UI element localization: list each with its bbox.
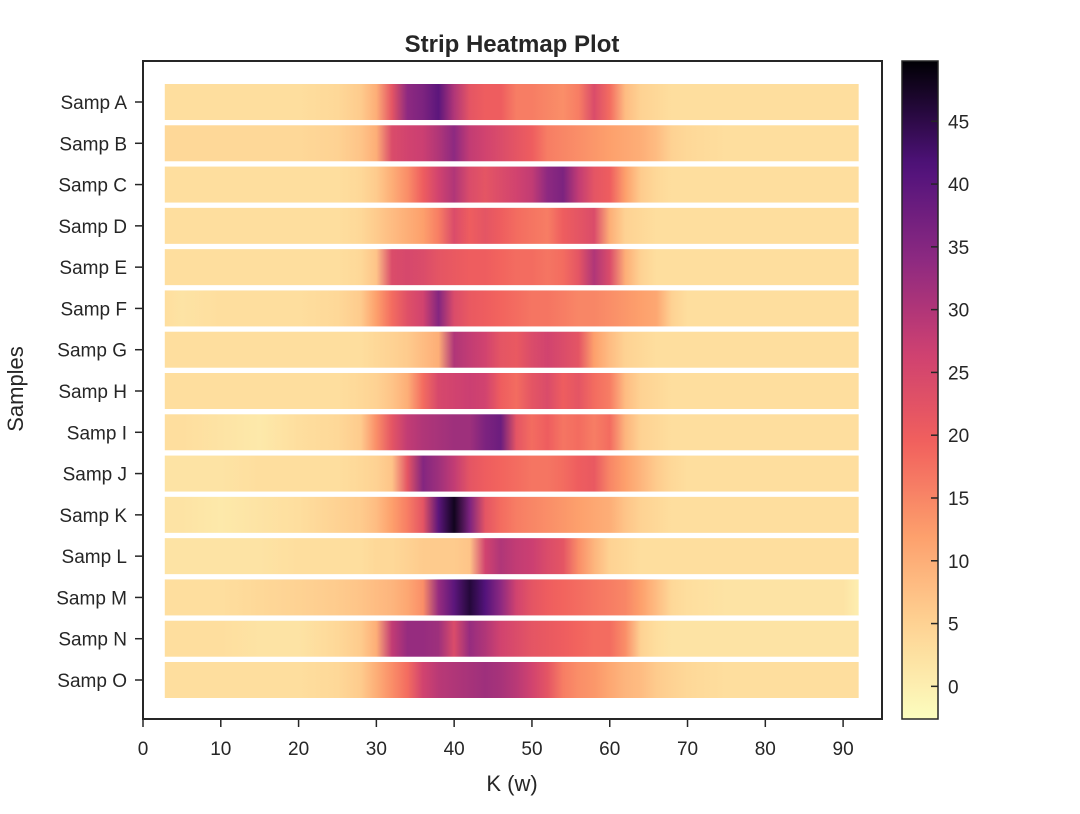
heatmap-strip-samp-i xyxy=(164,414,859,451)
heatmap-strip-samp-e xyxy=(164,249,859,286)
x-tick-label: 0 xyxy=(138,739,149,760)
colorbar: 0 5 10 15 20 25 30 35 40 45 xyxy=(901,60,969,720)
y-tick-label: Samp C xyxy=(58,176,127,197)
heatmap-strips xyxy=(164,84,859,698)
x-axis: 0 10 20 30 40 50 60 70 80 90 xyxy=(138,719,854,760)
colorbar-tick-label: 5 xyxy=(948,615,959,636)
y-tick-label: Samp O xyxy=(57,671,127,692)
heatmap-strip-samp-f xyxy=(164,290,859,327)
colorbar-tick-label: 30 xyxy=(948,301,969,322)
plot-frame xyxy=(142,60,883,720)
y-tick-label: Samp B xyxy=(59,134,127,155)
colorbar-tick-label: 45 xyxy=(948,112,969,133)
y-tick-label: Samp I xyxy=(67,423,127,444)
x-tick-label: 10 xyxy=(210,739,231,760)
colorbar-tick-label: 40 xyxy=(948,175,969,196)
heatmap-strip-samp-d xyxy=(164,207,859,244)
y-tick-label: Samp F xyxy=(60,299,127,320)
y-axis-label: Samples xyxy=(3,346,28,432)
colorbar-tick-label: 10 xyxy=(948,552,969,573)
y-tick-label: Samp K xyxy=(59,506,127,527)
heatmap-strip-samp-l xyxy=(164,538,859,575)
colorbar-tick-label: 20 xyxy=(948,426,969,447)
heatmap-strip-samp-m xyxy=(164,579,859,616)
y-tick-label: Samp A xyxy=(60,93,127,114)
colorbar-gradient xyxy=(901,60,939,720)
y-tick-label: Samp E xyxy=(59,258,127,279)
y-tick-label: Samp N xyxy=(58,630,127,651)
heatmap-strip-samp-g xyxy=(164,331,859,368)
x-tick-label: 70 xyxy=(677,739,698,760)
y-axis: Samp O Samp N Samp M Samp L Samp K Samp J Samp… xyxy=(56,93,143,692)
y-tick-label: Samp H xyxy=(58,382,127,403)
x-tick-label: 30 xyxy=(366,739,387,760)
heatmap-strip-samp-k xyxy=(164,496,859,533)
y-tick-label: Samp D xyxy=(58,217,127,238)
heatmap-strip-samp-b xyxy=(164,125,859,162)
colorbar-tick-label: 35 xyxy=(948,238,969,259)
y-tick-label: Samp M xyxy=(56,588,127,609)
x-tick-label: 60 xyxy=(599,739,620,760)
x-tick-label: 80 xyxy=(755,739,776,760)
heatmap-strip-samp-c xyxy=(164,166,859,203)
heatmap-strip-samp-o xyxy=(164,662,859,698)
chart-title: Strip Heatmap Plot xyxy=(405,31,620,58)
x-axis-label: K (w) xyxy=(486,771,537,796)
y-tick-label: Samp G xyxy=(57,341,127,362)
colorbar-tick-label: 25 xyxy=(948,363,969,384)
heatmap-strip-samp-n xyxy=(164,620,859,657)
colorbar-tick-label: 0 xyxy=(948,677,959,698)
colorbar-tick-label: 15 xyxy=(948,489,969,510)
heatmap-strip-samp-a xyxy=(164,84,859,120)
heatmap-strip-samp-h xyxy=(164,373,859,409)
x-tick-label: 40 xyxy=(444,739,465,760)
heatmap-strip-samp-j xyxy=(164,455,859,492)
x-tick-label: 50 xyxy=(521,739,542,760)
y-tick-label: Samp J xyxy=(63,465,127,486)
x-tick-label: 90 xyxy=(833,739,854,760)
y-tick-label: Samp L xyxy=(62,547,127,568)
x-tick-label: 20 xyxy=(288,739,309,760)
